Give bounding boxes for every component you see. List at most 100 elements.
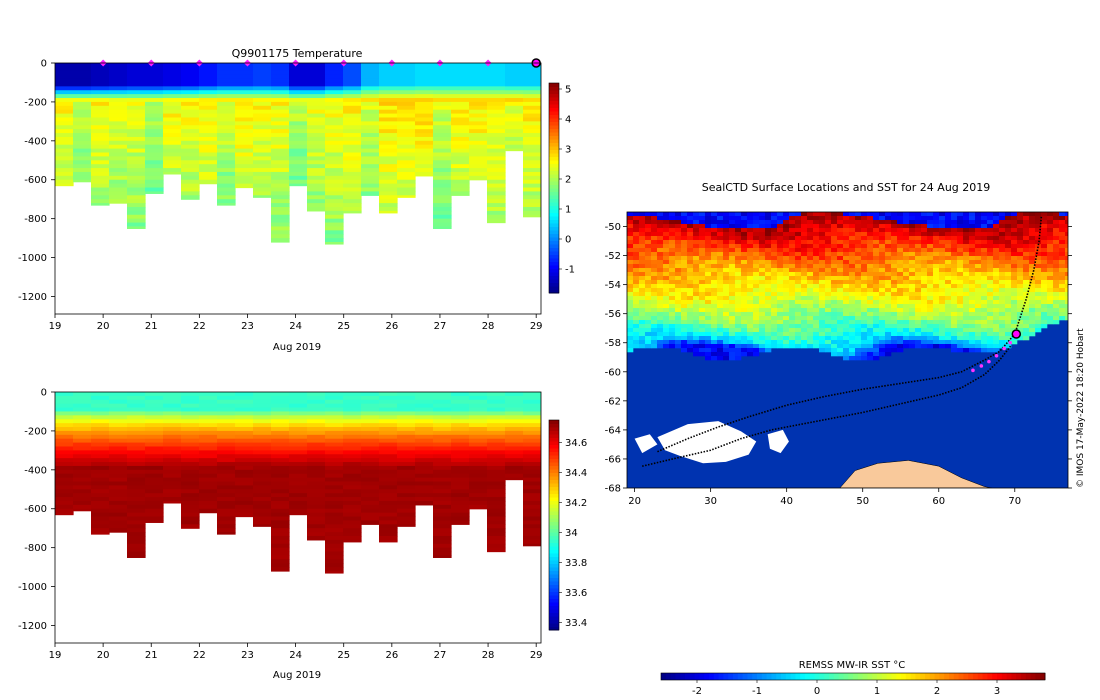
section-cell [379, 481, 398, 486]
sst-cell [735, 248, 742, 253]
sst-cell [915, 284, 922, 289]
sst-cell [801, 340, 808, 345]
sst-cell [921, 320, 928, 325]
sst-cell [921, 252, 928, 257]
colorbar-swatch [549, 118, 559, 122]
section-cell [523, 144, 541, 150]
sst-cell [1065, 300, 1068, 305]
section-cell [469, 442, 488, 448]
sst-cell [975, 272, 982, 277]
sst-cell [771, 272, 778, 277]
sst-cell [639, 312, 646, 317]
sst-cell [639, 264, 646, 269]
sst-colorbar-swatch [733, 673, 739, 680]
section-cell [487, 117, 506, 122]
section-cell [109, 520, 128, 525]
sst-cell [903, 280, 910, 285]
sst-colorbar-swatch [1030, 673, 1036, 680]
colorbar-swatch [549, 170, 559, 175]
section-cell [505, 63, 524, 68]
section-cell [235, 175, 254, 181]
sst-cell [771, 308, 778, 313]
section-cell [55, 125, 74, 130]
section-cell [253, 454, 272, 459]
sst-cell [639, 248, 646, 253]
sst-cell [879, 316, 886, 321]
section-cell [73, 430, 92, 436]
sst-cell [987, 248, 994, 253]
sst-cell [939, 276, 946, 281]
section-cell [253, 113, 272, 119]
section-cell [163, 407, 182, 413]
sst-cell [753, 336, 760, 341]
section-cell [109, 430, 128, 436]
section-cell [361, 446, 380, 451]
section-cell [307, 78, 326, 84]
sst-cell [795, 308, 802, 313]
sst-cell [969, 268, 976, 273]
section-cell [217, 195, 236, 200]
sst-cell [1005, 296, 1012, 301]
sst-cell [867, 296, 874, 301]
sst-cell [879, 332, 886, 337]
sst-cell [1047, 264, 1054, 269]
section-cell [253, 66, 272, 72]
sst-cell [837, 308, 844, 313]
sst-cell [639, 256, 646, 261]
section-cell [217, 427, 236, 432]
sst-cell [1047, 300, 1054, 305]
temperature-plot-frame [54, 62, 542, 315]
sst-cell [729, 220, 736, 225]
section-cell [73, 86, 92, 91]
section-cell [235, 171, 254, 177]
sst-cell [903, 232, 910, 237]
recent-position [1008, 340, 1013, 345]
sst-cell [639, 292, 646, 297]
section-cell [235, 160, 254, 165]
section-cell [415, 86, 434, 91]
sst-cell [633, 344, 640, 349]
sst-cell [951, 216, 958, 221]
sst-cell [1059, 256, 1066, 261]
colorbar-swatch [549, 261, 559, 266]
sst-cell [771, 324, 778, 329]
section-cell [289, 489, 308, 494]
sst-cell [849, 244, 856, 249]
section-cell [469, 113, 488, 119]
sst-cell [783, 292, 790, 297]
sst-cell [747, 260, 754, 265]
sst-cell [1005, 236, 1012, 241]
sst-cell [819, 220, 826, 225]
section-cell [181, 415, 200, 420]
sst-cell [789, 240, 796, 245]
sst-cell [921, 276, 928, 281]
section-cell [451, 82, 470, 87]
sst-cell [939, 228, 946, 233]
sst-cell [885, 320, 892, 325]
sst-cell [975, 228, 982, 233]
sst-cell [651, 340, 658, 345]
sst-cell [699, 292, 706, 297]
section-cell [505, 136, 524, 142]
sst-cell [867, 252, 874, 257]
sst-cell [777, 328, 784, 333]
sst-cell [687, 256, 694, 261]
sst-cell [909, 236, 916, 241]
section-cell [433, 454, 452, 459]
sst-cell [693, 256, 700, 261]
sst-cell [1047, 212, 1054, 217]
sst-cell [981, 212, 988, 217]
sst-cell [1017, 328, 1024, 333]
sst-cell [1035, 296, 1042, 301]
section-cell [55, 82, 74, 87]
y-tick-label: -600 [24, 175, 47, 186]
sst-cell [1023, 260, 1030, 265]
sst-cell [783, 228, 790, 233]
sst-cell [675, 304, 682, 309]
sst-cell [807, 216, 814, 221]
section-cell [379, 195, 398, 200]
sst-cell [675, 232, 682, 237]
section-cell [487, 403, 506, 409]
sst-cell [669, 248, 676, 253]
section-cell [325, 66, 344, 72]
